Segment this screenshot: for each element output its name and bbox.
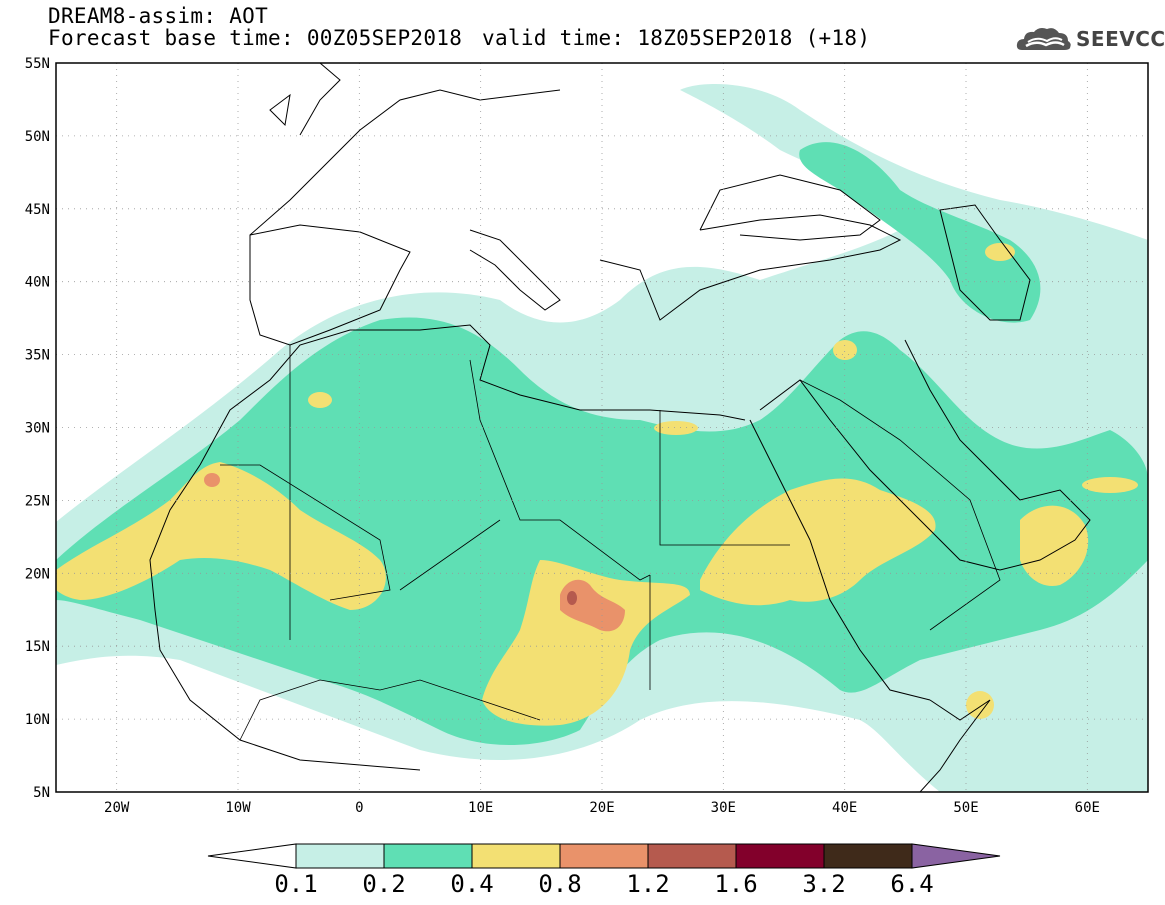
longitude-label: 40E [832, 800, 857, 816]
coast-africa-west [149, 464, 421, 771]
latitude-label: 20N [25, 566, 50, 582]
colorbar-low-arrow [207, 843, 297, 869]
longitude-label: 30E [711, 800, 736, 816]
coastlines [149, 63, 1091, 792]
colorbar-swatch [295, 843, 385, 869]
latitude-label: 5N [33, 785, 50, 801]
longitude-label: 60E [1075, 800, 1100, 816]
latitude-label: 35N [25, 348, 50, 364]
aot-patch-yellow [1082, 477, 1138, 493]
latitude-label: 25N [25, 493, 50, 509]
colorbar-level-label: 0.2 [362, 870, 405, 898]
aot-patch-yellow [985, 243, 1015, 261]
aot-region-medium-ne [799, 142, 1041, 323]
border [469, 359, 651, 581]
coast-arabia [759, 339, 1091, 571]
coast-italy [469, 229, 561, 311]
colorbar-level-label: 1.6 [714, 870, 757, 898]
coast-britain [269, 63, 341, 136]
logo-text: SEEVCCC [1076, 27, 1165, 51]
aot-patch-yellow [833, 340, 857, 360]
colorbar-swatch [823, 843, 913, 869]
colorbar-swatch [383, 843, 473, 869]
map-frame [55, 62, 1149, 793]
colorbar-level-label: 3.2 [802, 870, 845, 898]
latitude-label: 45N [25, 202, 50, 218]
aot-region-high-west [56, 462, 386, 610]
longitude-label: 10W [225, 800, 251, 816]
latitude-label: 55N [25, 56, 50, 72]
coast-iberia [249, 224, 411, 346]
longitude-label: 20E [589, 800, 614, 816]
colorbar-level-label: 0.4 [450, 870, 493, 898]
aot-region-high-central [482, 560, 690, 726]
border [239, 679, 541, 741]
colorbar: 0.1 0.2 0.4 0.8 1.2 1.6 3.2 6.4 [207, 843, 1001, 898]
coast-black-sea [699, 174, 881, 241]
forecast-base-time: Forecast base time: 00Z05SEP2018 [48, 26, 463, 50]
valid-time: valid time: 18Z05SEP2018 (+18) [482, 26, 871, 50]
aot-patch-yellow [966, 691, 994, 719]
borders [220, 345, 1001, 741]
latitude-label: 15N [25, 639, 50, 655]
colorbar-level-label: 0.1 [274, 870, 317, 898]
cloud-icon [1016, 28, 1071, 50]
coast-caspian [939, 204, 1031, 321]
colorbar-high-arrow [911, 843, 1001, 869]
longitude-label: 0 [355, 800, 363, 816]
border [220, 464, 391, 601]
longitude-label: 10E [468, 800, 493, 816]
border [649, 410, 790, 690]
latitude-label: 40N [25, 275, 50, 291]
aot-patch-orange [204, 473, 220, 487]
colorbar-level-label: 6.4 [890, 870, 933, 898]
seevccc-logo: SEEVCCC [1014, 24, 1165, 54]
coast-europe [249, 89, 561, 236]
border [799, 379, 1001, 631]
gridlines [56, 63, 1148, 792]
aot-region-very-high [560, 579, 625, 632]
aot-region-high-oman [1020, 505, 1089, 586]
colorbar-swatch [647, 843, 737, 869]
coast-red-sea [749, 419, 931, 701]
aot-patch-red [567, 591, 577, 605]
aot-patch-yellow [654, 421, 698, 435]
longitude-labels: 20W 10W 0 10E 20E 30E 40E 50E 60E [104, 800, 1100, 816]
colorbar-swatch [471, 843, 561, 869]
longitude-label: 50E [953, 800, 978, 816]
border [289, 345, 501, 640]
coast-horn [919, 699, 991, 792]
map-title: DREAM8-assim: AOT [48, 4, 269, 28]
latitude-label: 50N [25, 129, 50, 145]
coast-africa-north [199, 324, 746, 466]
colorbar-swatch [735, 843, 825, 869]
colorbar-swatch [559, 843, 649, 869]
latitude-label: 30N [25, 421, 50, 437]
latitude-label: 10N [25, 712, 50, 728]
latitude-labels: 55N 50N 45N 40N 35N 30N 25N 20N 15N 10N 5N [25, 56, 50, 801]
colorbar-level-label: 0.8 [538, 870, 581, 898]
colorbar-level-label: 1.2 [626, 870, 669, 898]
longitude-label: 20W [104, 800, 130, 816]
coast-greece-turkey [599, 214, 902, 321]
aot-patch-yellow [308, 392, 332, 408]
